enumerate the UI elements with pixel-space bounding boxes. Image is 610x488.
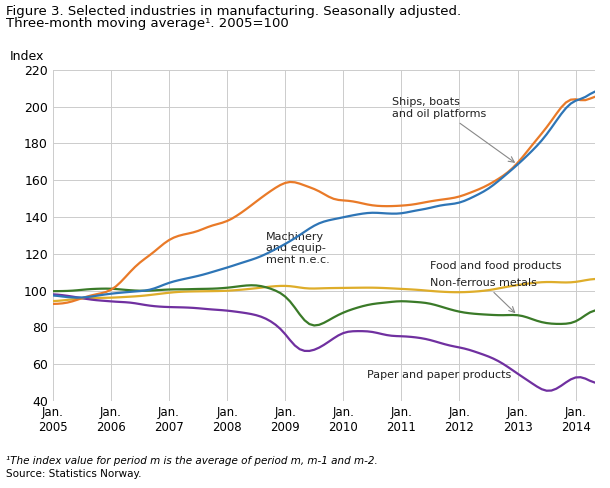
Text: Machinery
and equip-
ment n.e.c.: Machinery and equip- ment n.e.c. bbox=[266, 232, 329, 265]
Text: Source: Statistics Norway.: Source: Statistics Norway. bbox=[6, 469, 142, 479]
Text: Index: Index bbox=[9, 50, 44, 63]
Text: Three-month moving average¹. 2005=100: Three-month moving average¹. 2005=100 bbox=[6, 17, 289, 30]
Text: Food and food products: Food and food products bbox=[431, 261, 562, 271]
Text: Paper and paper products: Paper and paper products bbox=[367, 370, 512, 380]
Text: Ships, boats
and oil platforms: Ships, boats and oil platforms bbox=[392, 97, 514, 162]
Text: Figure 3. Selected industries in manufacturing. Seasonally adjusted.: Figure 3. Selected industries in manufac… bbox=[6, 5, 461, 18]
Text: ¹The index value for period m is the average of period m, m-1 and m-2.: ¹The index value for period m is the ave… bbox=[6, 456, 378, 466]
Text: Non-ferrous metals: Non-ferrous metals bbox=[431, 278, 537, 312]
